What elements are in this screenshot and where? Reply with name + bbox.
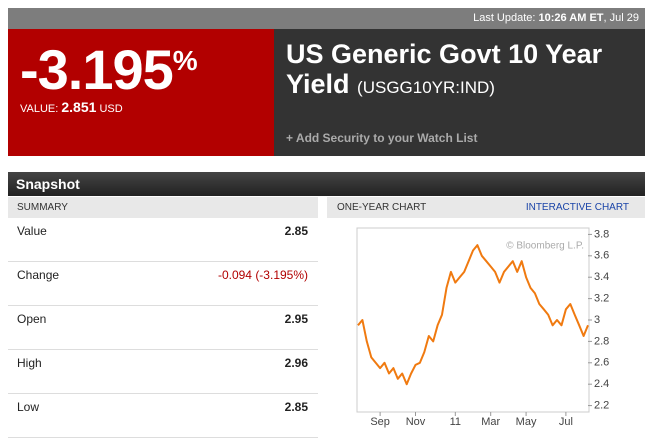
row-value: -0.094 (-3.195%) — [217, 268, 308, 282]
x-tick-label: Sep — [370, 416, 390, 428]
x-tick-label: Nov — [406, 416, 426, 428]
snapshot-bar: Snapshot — [8, 172, 645, 196]
row-value: 2.95 — [284, 312, 308, 326]
row-value: 2.96 — [284, 356, 308, 370]
x-tick-label: Jul — [559, 416, 573, 428]
summary-row: Low 2.85 — [8, 394, 318, 438]
top-bar: Last Update: 10:26 AM ET, Jul 29 — [8, 8, 645, 29]
percent: % — [172, 45, 198, 76]
price-line — [357, 244, 589, 386]
y-tick-label: 2.4 — [594, 378, 609, 390]
summary-row: High 2.96 — [8, 350, 318, 394]
interactive-chart-link[interactable]: INTERACTIVE CHART — [525, 202, 629, 213]
row-label: Low — [17, 400, 40, 414]
x-tick-label: 11 — [450, 416, 461, 428]
quote-box: -3.195% VALUE: 2.851 USD — [8, 29, 274, 156]
x-tick-label: May — [516, 416, 537, 428]
summary-row: Open 2.95 — [8, 306, 318, 350]
update-label: Last Update: — [473, 12, 536, 24]
summary-row: Value 2.85 — [8, 218, 318, 262]
summary-row: Change -0.094 (-3.195%) — [8, 262, 318, 306]
y-tick-label: 3.2 — [594, 293, 609, 305]
change: -3.195 — [20, 38, 174, 101]
watchlist-link[interactable]: + Add Security to your Watch List — [286, 131, 478, 145]
summary-header: SUMMARY — [8, 197, 318, 218]
security-name: US Generic Govt 10 Year Yield (USGG10YR:… — [286, 39, 636, 103]
chart-header: ONE-YEAR CHART INTERACTIVE CHART — [327, 197, 645, 218]
name: US Generic Govt 10 Year Yield — [286, 39, 603, 99]
y-tick-label: 3.4 — [594, 271, 609, 283]
ticker: (USGG10YR:IND) — [357, 78, 495, 97]
y-tick-label: 2.6 — [594, 357, 609, 369]
x-tick-label: Mar — [481, 416, 500, 428]
plot-area — [356, 227, 590, 413]
chart-header-title: ONE-YEAR CHART — [337, 202, 427, 213]
row-label: Open — [17, 312, 47, 326]
change-big: -3.195% — [20, 37, 198, 102]
update-date: , Jul 29 — [603, 12, 639, 24]
row-value: 2.85 — [284, 224, 308, 238]
y-tick-label: 2.2 — [594, 399, 609, 411]
update-time: 10:26 AM ET — [538, 12, 604, 24]
value-line: VALUE: 2.851 USD — [20, 99, 123, 115]
row-label: Change — [17, 268, 60, 282]
annotation: © Bloomberg L.P. — [506, 241, 584, 252]
value: 2.851 — [61, 99, 97, 115]
y-tick-label: 3.6 — [594, 250, 609, 262]
row-label: Value — [17, 224, 47, 238]
row-label: High — [17, 356, 42, 370]
row-value: 2.85 — [284, 400, 308, 414]
y-tick-label: 3 — [594, 314, 600, 326]
y-tick-label: 2.8 — [594, 335, 609, 347]
currency: USD — [99, 103, 123, 115]
name-box: US Generic Govt 10 Year Yield (USGG10YR:… — [274, 29, 645, 156]
value-label: VALUE: — [20, 103, 59, 115]
y-tick-label: 3.8 — [594, 228, 609, 240]
